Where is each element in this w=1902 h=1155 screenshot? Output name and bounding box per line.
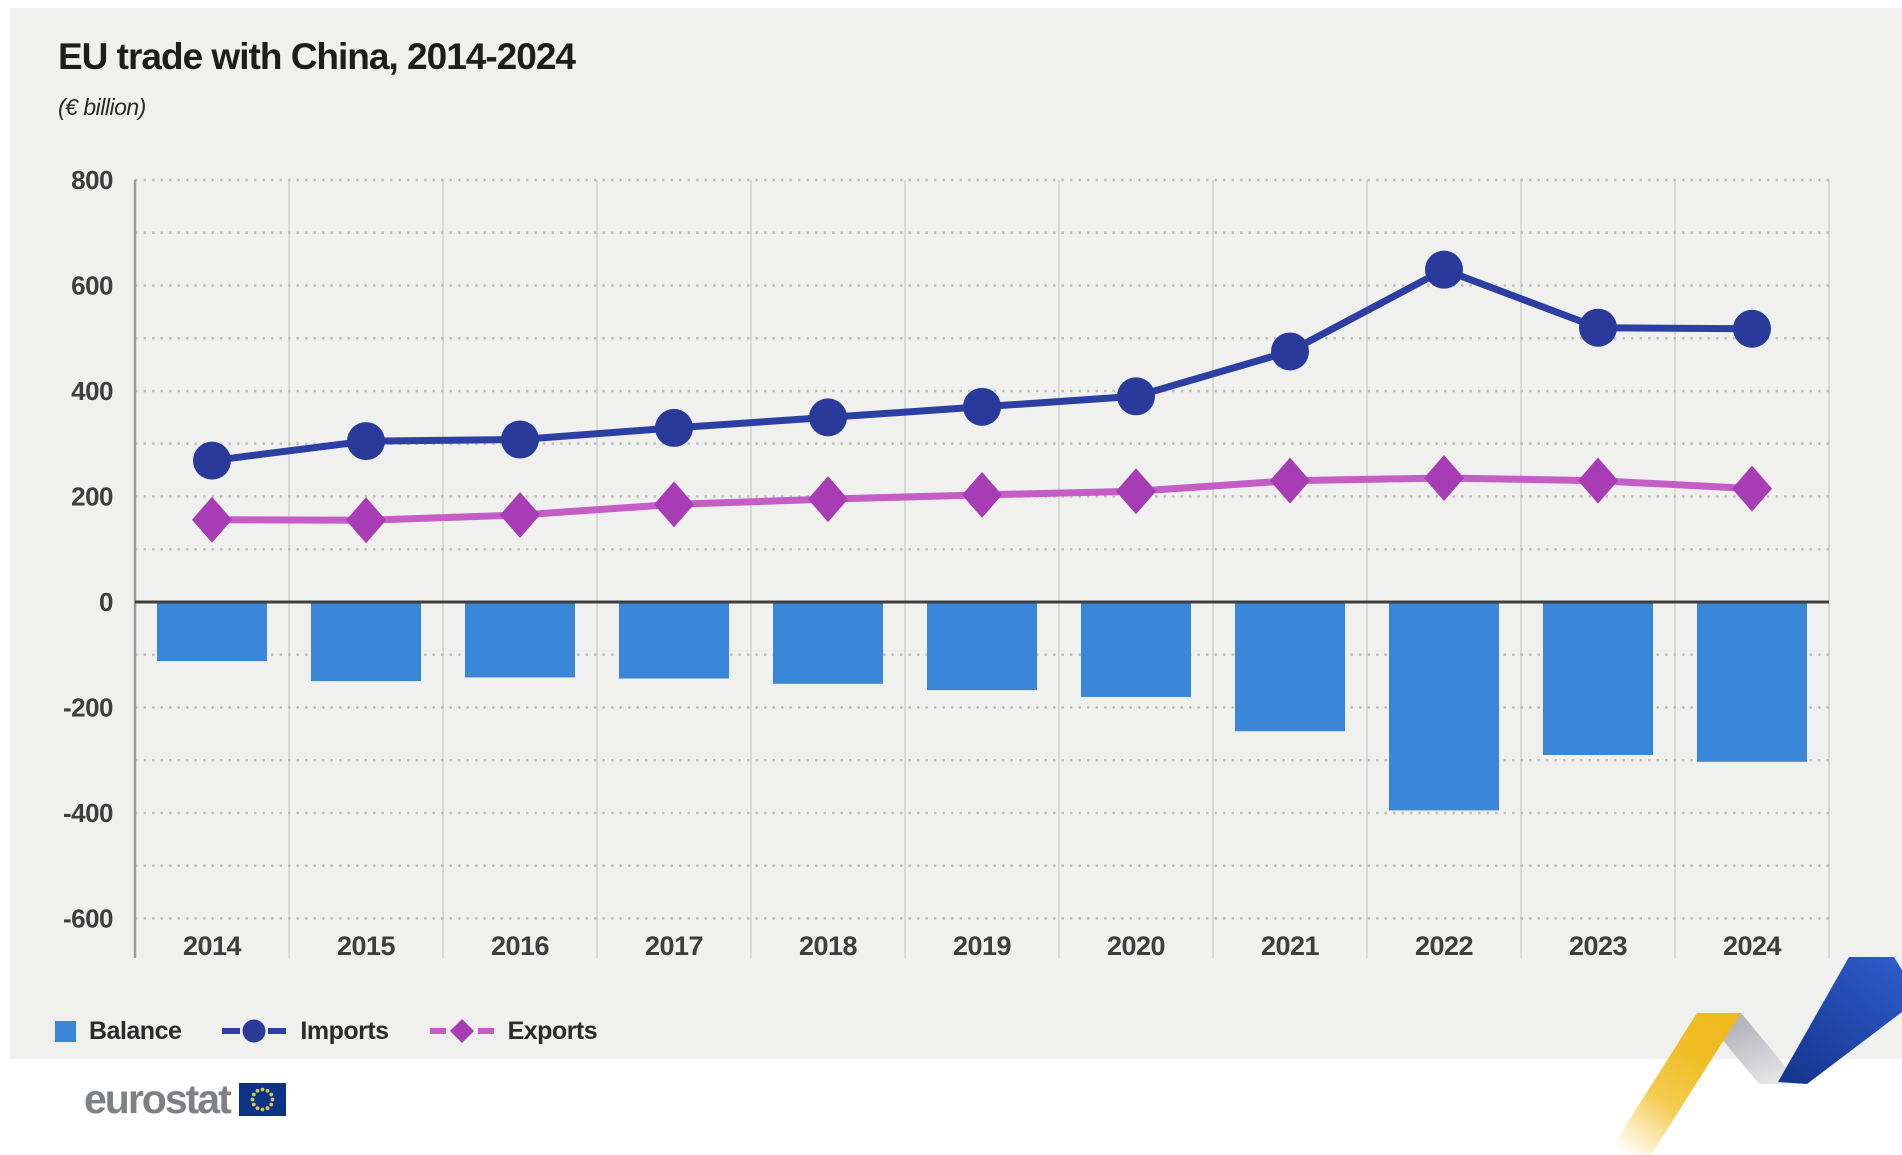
- svg-text:2014: 2014: [183, 931, 242, 961]
- legend-item-balance: Balance: [55, 1016, 182, 1046]
- svg-text:2019: 2019: [953, 931, 1012, 961]
- chart-legend: Balance Imports Exports: [55, 1010, 598, 1052]
- svg-text:2023: 2023: [1569, 931, 1628, 961]
- legend-item-imports: Imports: [221, 1016, 389, 1046]
- svg-text:0: 0: [99, 587, 113, 617]
- svg-text:2015: 2015: [337, 931, 396, 961]
- svg-text:2020: 2020: [1107, 931, 1165, 961]
- legend-label-imports: Imports: [300, 1016, 389, 1045]
- eurostat-logo: eurostat: [84, 1074, 286, 1124]
- legend-label-exports: Exports: [507, 1016, 598, 1045]
- svg-text:600: 600: [71, 271, 113, 301]
- svg-text:2018: 2018: [799, 931, 858, 961]
- legend-item-exports: Exports: [429, 1017, 598, 1046]
- svg-text:-600: -600: [63, 904, 113, 934]
- balance-swatch-icon: [55, 1020, 76, 1042]
- eu-flag-stars: [250, 1087, 275, 1111]
- svg-text:800: 800: [71, 165, 113, 195]
- imports-line-marker-icon: [222, 1019, 287, 1043]
- svg-text:200: 200: [71, 482, 113, 512]
- svg-text:2022: 2022: [1415, 931, 1473, 961]
- svg-text:-400: -400: [63, 798, 113, 828]
- eu-flag-icon: [238, 1082, 286, 1116]
- svg-text:2017: 2017: [645, 931, 703, 961]
- eurostat-wordmark: eurostat: [84, 1075, 232, 1122]
- legend-label-balance: Balance: [89, 1016, 182, 1045]
- exports-line-marker-icon: [429, 1019, 494, 1043]
- svg-text:2021: 2021: [1261, 931, 1320, 961]
- svg-text:400: 400: [71, 376, 113, 406]
- chart-card: [10, 8, 1902, 1059]
- chart-unit-subtitle: (€ billion): [58, 94, 146, 120]
- chart-title: EU trade with China, 2014-2024: [58, 36, 576, 77]
- svg-text:2016: 2016: [491, 931, 550, 961]
- svg-text:-200: -200: [63, 693, 113, 723]
- svg-text:2024: 2024: [1723, 931, 1782, 961]
